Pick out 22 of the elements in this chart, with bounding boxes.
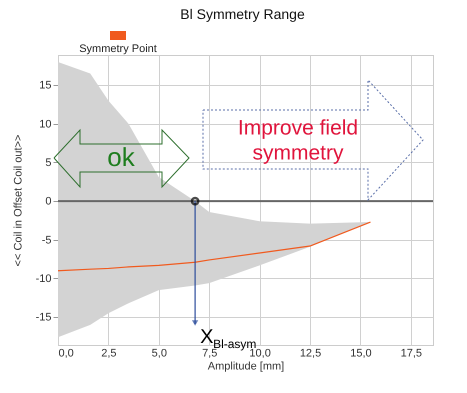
legend-label: Symmetry Point [79,43,157,55]
chart-title: Bl Symmetry Range [180,6,305,22]
x-tick-label: 7,5 [202,348,218,360]
x-tick-label: 5,0 [152,348,167,360]
y-tick-label: 5 [45,156,52,169]
x-tick-label: 12,5 [300,348,322,360]
y-axis-title: << Coil in Offset Coil out>> [12,134,25,266]
x-axis-title: Amplitude [mm] [208,360,284,372]
y-tick-label: -15 [36,312,52,324]
y-tick-label: 15 [39,80,52,92]
line-series [58,221,372,272]
y-tick-label: -10 [36,272,52,285]
annotation: Improve field symmetry [238,116,358,165]
annotation: ok [107,142,136,172]
x-tick-label: 10,0 [249,348,271,360]
y-tick-label: 0 [45,196,52,208]
y-tick-label: -5 [42,234,52,246]
x-tick-label: 2,5 [101,348,117,360]
x-tick-label: 15,0 [350,348,372,360]
x-tick-label: 17,5 [400,348,422,360]
y-tick-label: 10 [39,118,52,130]
x-tick-label: 0,0 [58,348,74,360]
